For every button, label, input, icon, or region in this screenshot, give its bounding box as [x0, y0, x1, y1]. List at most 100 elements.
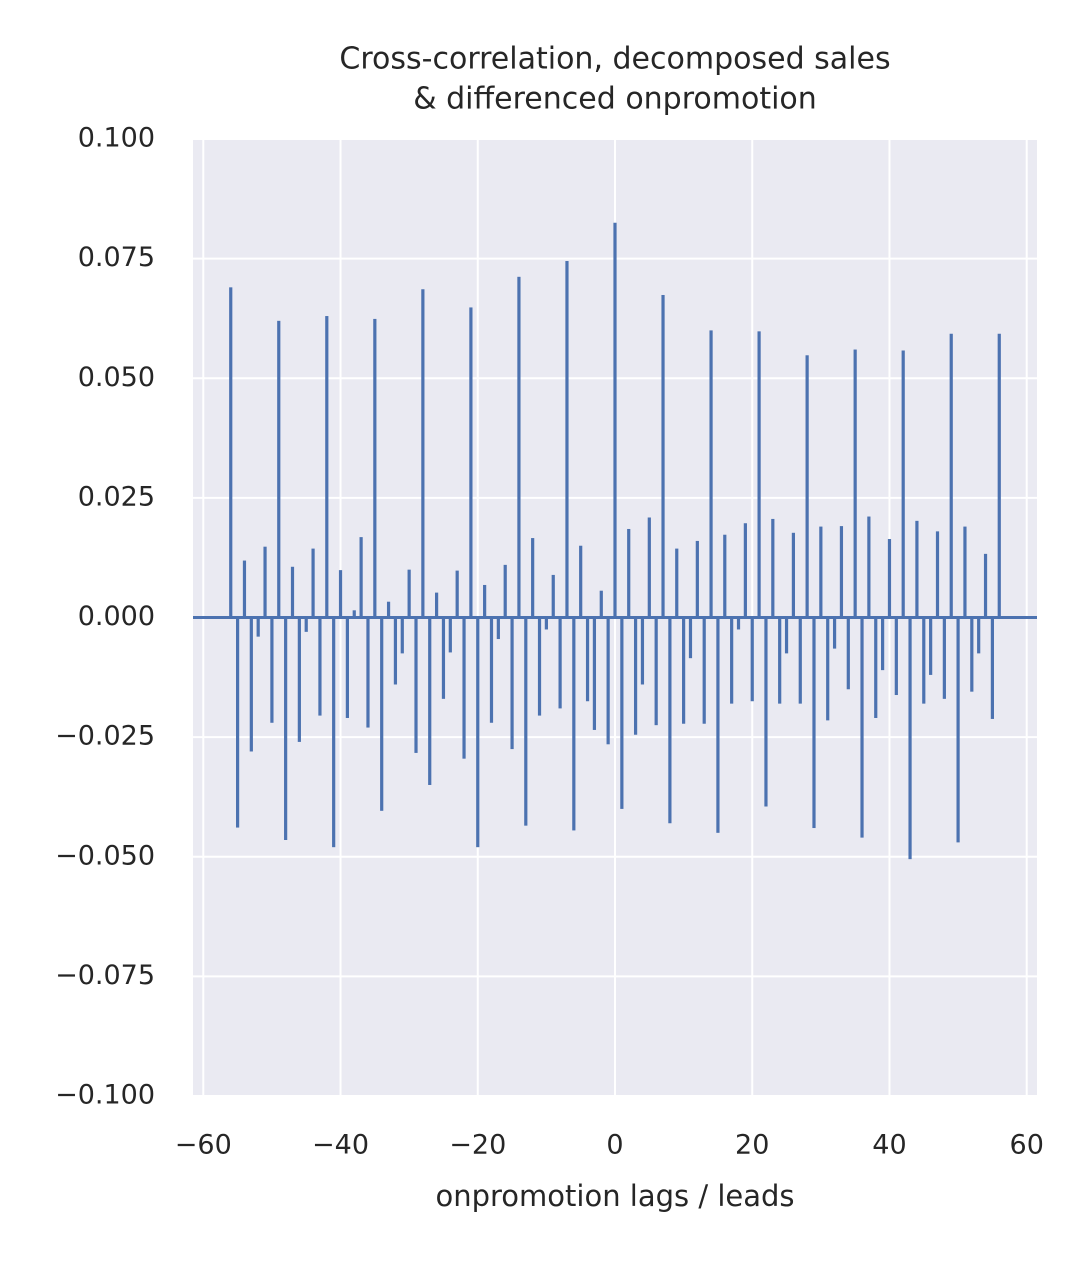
- bar: [407, 569, 411, 618]
- bar: [723, 534, 727, 618]
- bar: [627, 528, 631, 618]
- bar: [332, 617, 336, 848]
- bar: [901, 350, 905, 618]
- bar: [483, 584, 487, 618]
- bar: [256, 617, 260, 637]
- bar: [469, 307, 473, 618]
- bar: [997, 333, 1001, 618]
- bar: [853, 349, 857, 618]
- bar: [345, 617, 349, 718]
- bar: [510, 617, 514, 750]
- x-tick-label: 60: [1010, 1130, 1044, 1161]
- bar: [846, 617, 850, 690]
- bar: [277, 320, 281, 618]
- bar: [441, 617, 446, 699]
- bar: [654, 617, 658, 726]
- bar: [311, 548, 315, 618]
- bar: [647, 517, 651, 618]
- bar: [386, 601, 391, 618]
- bar: [826, 617, 830, 721]
- bar: [572, 617, 576, 831]
- bar: [716, 617, 720, 833]
- bar: [297, 617, 301, 742]
- bar: [455, 570, 459, 618]
- bar: [242, 560, 247, 618]
- bar: [304, 617, 308, 632]
- x-tick-label: −60: [175, 1130, 232, 1161]
- bar: [585, 617, 590, 702]
- bar: [819, 526, 823, 618]
- bar: [798, 617, 802, 704]
- y-tick-label: 0.050: [78, 362, 155, 393]
- bar: [373, 318, 377, 618]
- bar: [675, 548, 679, 618]
- bar: [949, 333, 953, 618]
- bar: [537, 617, 542, 716]
- bar: [544, 617, 548, 630]
- bar: [791, 532, 796, 618]
- bar: [448, 617, 452, 653]
- bar: [839, 526, 844, 618]
- bar: [462, 617, 466, 759]
- bar: [970, 617, 974, 692]
- bar: [778, 617, 782, 704]
- bar: [812, 617, 816, 829]
- bar: [531, 538, 535, 618]
- bar: [551, 574, 555, 618]
- bar: [661, 294, 665, 618]
- bar: [517, 276, 521, 618]
- bar: [942, 617, 946, 699]
- bar: [620, 617, 624, 809]
- bar: [606, 617, 610, 745]
- chart-title: & differenced onpromotion: [413, 82, 817, 117]
- bar: [380, 617, 384, 811]
- bar: [325, 316, 329, 618]
- bar: [908, 617, 912, 860]
- bar: [881, 617, 885, 671]
- bar: [771, 518, 775, 618]
- y-tick-label: 0.075: [78, 242, 155, 273]
- bar: [400, 617, 404, 654]
- bar: [929, 617, 933, 675]
- y-tick-label: −0.075: [55, 960, 155, 991]
- y-tick-label: 0.025: [78, 481, 155, 512]
- bar: [393, 617, 398, 685]
- bar: [579, 545, 583, 618]
- bar: [922, 617, 926, 704]
- bar: [709, 330, 713, 618]
- bar: [874, 617, 878, 718]
- bar: [750, 617, 754, 702]
- bar: [249, 617, 253, 752]
- bar: [318, 617, 322, 716]
- bar: [633, 617, 638, 735]
- bar: [270, 617, 274, 723]
- bar: [956, 617, 960, 843]
- bar: [599, 590, 603, 618]
- bar: [887, 539, 892, 618]
- chart-title: Cross-correlation, decomposed sales: [339, 42, 890, 77]
- bar: [730, 617, 734, 704]
- bar: [784, 617, 789, 654]
- bar: [434, 592, 439, 618]
- bar: [668, 617, 672, 824]
- bar: [983, 553, 988, 618]
- y-tick-label: −0.100: [55, 1080, 155, 1111]
- bar: [503, 564, 507, 618]
- bar: [977, 617, 981, 654]
- x-tick-label: 20: [735, 1130, 769, 1161]
- y-tick-label: −0.050: [55, 840, 155, 871]
- bar: [476, 617, 480, 848]
- x-tick-label: 40: [872, 1130, 906, 1161]
- bar: [736, 617, 741, 630]
- bar: [284, 617, 288, 841]
- bar: [489, 617, 494, 723]
- bar: [867, 516, 871, 618]
- bar: [695, 540, 699, 618]
- bar: [688, 617, 693, 659]
- y-tick-label: 0.100: [78, 123, 155, 154]
- bar: [805, 355, 809, 618]
- bar: [764, 617, 768, 807]
- bar: [832, 617, 837, 649]
- bar: [366, 617, 370, 728]
